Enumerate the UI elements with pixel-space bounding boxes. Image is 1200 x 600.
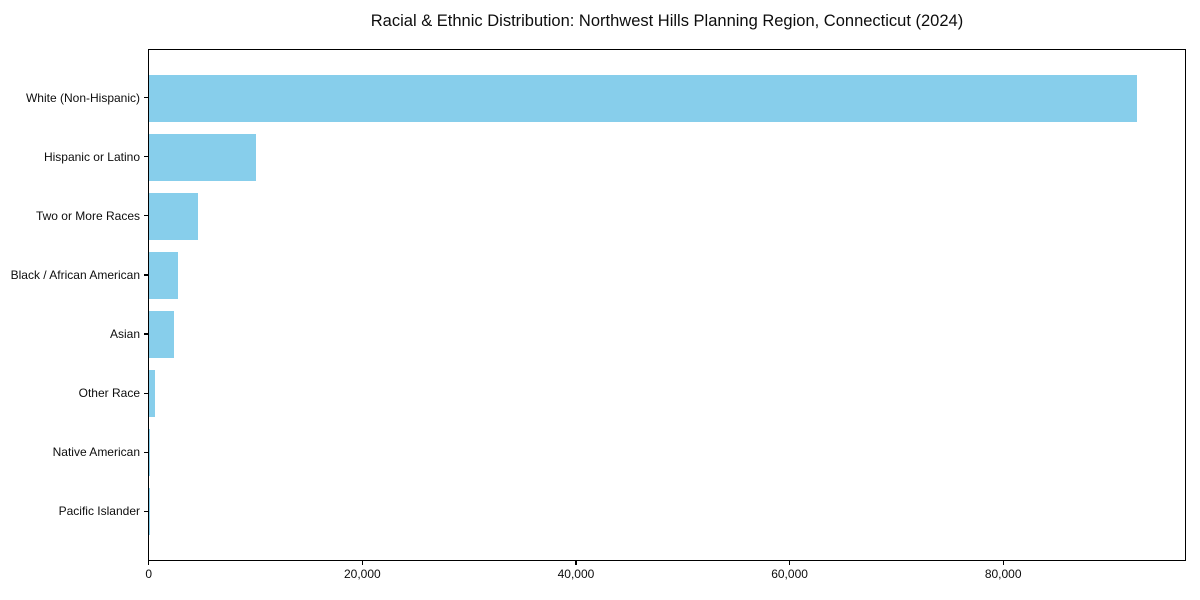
bar — [149, 192, 199, 240]
y-tick-mark — [144, 392, 149, 394]
x-tick-label: 40,000 — [557, 567, 595, 581]
y-tick-mark — [144, 510, 149, 513]
y-tick-label: Two or More Races — [35, 208, 140, 223]
y-tick-mark — [144, 451, 149, 453]
chart-title: Racial & Ethnic Distribution: Northwest … — [370, 12, 964, 30]
y-tick-label: Hispanic or Latino — [43, 149, 140, 164]
x-tick-mark — [575, 560, 577, 565]
y-tick-label: Black / African American — [10, 267, 140, 282]
y-tick-label: Asian — [109, 327, 140, 342]
y-tick-mark — [144, 215, 149, 217]
plot-area — [148, 49, 1186, 561]
y-tick-mark — [144, 155, 149, 158]
x-tick-mark — [1002, 560, 1004, 565]
bar — [149, 429, 150, 477]
y-tick-label: White (Non-Hispanic) — [25, 90, 140, 105]
x-tick-label: 0 — [145, 567, 153, 581]
x-tick-label: 80,000 — [984, 567, 1022, 581]
bar — [149, 74, 1137, 122]
x-tick-label: 20,000 — [343, 567, 381, 581]
x-tick-mark — [148, 560, 150, 565]
bar — [149, 133, 256, 181]
y-tick-mark — [144, 96, 149, 99]
bar — [149, 311, 175, 359]
y-tick-mark — [144, 274, 149, 276]
bar — [149, 251, 178, 299]
y-tick-mark — [144, 333, 149, 335]
x-tick-mark — [361, 560, 363, 565]
bar — [149, 370, 156, 418]
x-tick-mark — [788, 560, 791, 565]
y-tick-label: Native American — [52, 445, 140, 460]
y-tick-label: Other Race — [78, 386, 140, 401]
x-tick-label: 60,000 — [771, 567, 808, 581]
y-tick-label: Pacific Islander — [58, 504, 140, 519]
